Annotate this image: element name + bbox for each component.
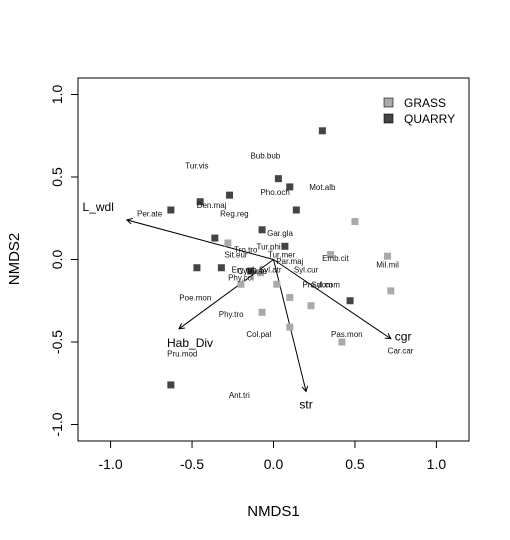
point-grass (387, 287, 395, 295)
vector-arrowhead (125, 218, 133, 225)
species-label: Syl.atr (259, 265, 282, 274)
vector-line (273, 259, 392, 340)
point-quarry (286, 183, 294, 191)
y-axis: -1.0 -0.5 0.0 0.5 1.0 (49, 85, 78, 437)
y-tick-label: -1.0 (49, 412, 65, 436)
legend-swatch-grass (383, 97, 394, 108)
point-grass (273, 280, 281, 288)
vector-label: str (299, 398, 312, 412)
species-label: Sit.eur (224, 251, 247, 260)
point-quarry (281, 242, 289, 250)
point-grass (224, 239, 232, 247)
species-label: Per.ate (137, 209, 163, 218)
species-label: Col.pal (246, 330, 271, 339)
point-grass (327, 251, 335, 259)
point-grass (384, 252, 392, 260)
point-grass (307, 302, 315, 310)
species-label: Car.car (388, 346, 414, 355)
species-label: Phy.col (228, 274, 254, 283)
vectors: L_wdl Hab_Div cgr str (83, 200, 412, 412)
point-grass (237, 280, 245, 288)
species-label: Pru.dom (302, 280, 333, 289)
species-label: Poe.mon (179, 293, 211, 302)
species-label: Syl.com (311, 280, 340, 289)
species-label: Phy.tro (219, 310, 244, 319)
point-quarry (247, 267, 255, 275)
vector-arrowhead (384, 333, 392, 340)
y-tick-label: 1.0 (49, 85, 65, 105)
legend-label-quarry: QUARRY (404, 112, 455, 126)
point-quarry (274, 175, 282, 183)
x-tick-label: 1.0 (427, 456, 447, 472)
species-label: Pru.mod (167, 350, 197, 359)
point-grass (338, 338, 346, 346)
species-label: Bub.bub (250, 152, 280, 161)
species-label: Pas.mon (331, 330, 363, 339)
y-tick-label: 0.0 (49, 250, 65, 270)
x-tick-label: 0.5 (345, 456, 365, 472)
data-points (167, 127, 395, 389)
x-tick-label: 0.0 (264, 456, 284, 472)
species-label: Mot.alb (309, 183, 336, 192)
species-label: Reg.reg (220, 209, 248, 218)
vector-label: cgr (395, 330, 412, 344)
x-tick-label: -1.0 (99, 456, 123, 472)
legend-label-grass: GRASS (404, 96, 446, 110)
point-quarry (193, 264, 201, 272)
point-quarry (196, 198, 204, 206)
species-label: Mil.mil (376, 260, 399, 269)
x-axis: -1.0 -0.5 0.0 0.5 1.0 (99, 441, 447, 472)
vector-arrowhead (301, 385, 309, 393)
legend: GRASS QUARRY (383, 96, 455, 126)
point-quarry (292, 206, 300, 214)
species-label: Ery.rub (232, 265, 258, 274)
species-label: Den.maj (197, 201, 227, 210)
point-quarry (318, 127, 326, 135)
point-grass (258, 308, 266, 316)
species-label: Syl.cur (294, 265, 319, 274)
point-quarry (167, 206, 175, 214)
point-grass (286, 323, 294, 331)
point-quarry (167, 381, 175, 389)
species-label: Gar.gla (267, 229, 293, 238)
point-grass (286, 293, 294, 301)
point-quarry (211, 234, 219, 242)
point-quarry (226, 191, 234, 199)
species-label: Tur.mer (268, 251, 296, 260)
species-label: Tur.phi (257, 242, 281, 251)
species-label: Tur.vis (185, 161, 208, 170)
vector-arrowhead (178, 323, 186, 330)
point-quarry (258, 226, 266, 234)
species-label: Ant.tri (229, 391, 250, 400)
species-labels: Tur.vis Bub.bub Pho.och Mot.alb Per.ate Den.m… (137, 152, 414, 400)
species-label: Par.maj (276, 257, 303, 266)
species-label: Pho.och (260, 188, 289, 197)
x-axis-title: NMDS1 (247, 503, 300, 520)
y-tick-label: -0.5 (49, 330, 65, 354)
point-grass (256, 269, 264, 277)
x-tick-label: -0.5 (180, 456, 204, 472)
point-quarry (346, 297, 354, 305)
vector-line (126, 219, 274, 260)
y-axis-title: NMDS2 (6, 233, 23, 286)
species-label: Cya.cae (238, 267, 268, 276)
species-label: Emb.cit (322, 254, 349, 263)
legend-swatch-quarry (383, 113, 394, 124)
species-label: Tro.tro (234, 246, 258, 255)
vector-label: L_wdl (83, 200, 114, 214)
vector-label: Hab_Div (167, 336, 213, 350)
y-tick-label: 0.5 (49, 167, 65, 187)
point-quarry (217, 264, 225, 272)
point-grass (351, 218, 359, 226)
